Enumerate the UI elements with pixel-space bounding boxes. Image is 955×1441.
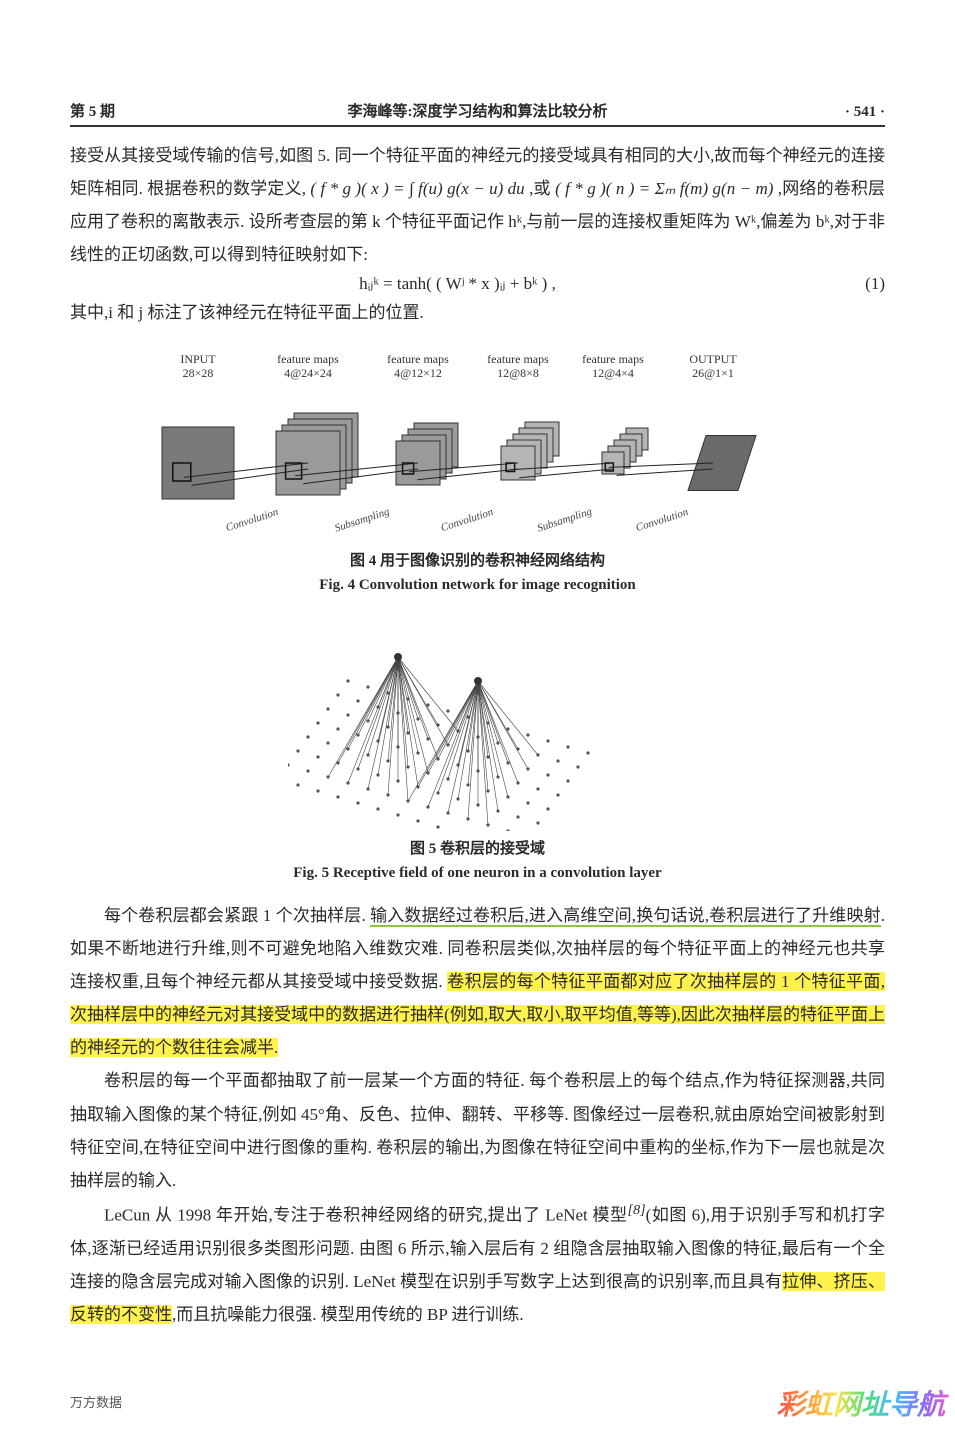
paragraph-conv-definition: 接受从其接受域传输的信号,如图 5. 同一个特征平面的神经元的接受域具有相同的大… xyxy=(70,139,885,272)
text: LeCun 从 1998 年开始,专注于卷积神经网络的研究,提出了 LeNet … xyxy=(104,1206,628,1225)
footer-source: 万方数据 xyxy=(70,1392,122,1411)
text: 每个卷积层都会紧跟 1 个次抽样层. xyxy=(104,906,370,925)
svg-text:OUTPUT: OUTPUT xyxy=(689,352,737,366)
figure-4-caption-cn: 图 4 用于图像识别的卷积神经网络结构 xyxy=(350,553,605,569)
svg-text:12@8×8: 12@8×8 xyxy=(497,366,539,380)
svg-text:Convolution: Convolution xyxy=(224,506,280,534)
equation-1-body: hᵢⱼᵏ = tanh( ( Wʲ * x )ᵢⱼ + bᵏ ) , xyxy=(70,274,845,294)
text: ,而且抗噪能力很强. 模型用传统的 BP 进行训练. xyxy=(172,1305,524,1324)
figure-5-caption-cn: 图 5 卷积层的接受域 xyxy=(410,841,545,857)
svg-text:4@24×24: 4@24×24 xyxy=(284,366,332,380)
text: ,或 xyxy=(529,179,551,198)
figure-5: 图 5 卷积层的接受域 Fig. 5 Receptive field of on… xyxy=(70,611,885,885)
svg-text:feature maps: feature maps xyxy=(387,352,449,366)
header-issue: 第 5 期 xyxy=(70,100,190,121)
figure-5-caption-en: Fig. 5 Receptive field of one neuron in … xyxy=(293,865,661,881)
paragraph-subsample: 每个卷积层都会紧跟 1 个次抽样层. 输入数据经过卷积后,进入高维空间,换句话说… xyxy=(70,899,885,1065)
svg-text:feature maps: feature maps xyxy=(277,352,339,366)
highlight-green-dimension-lift: 输入数据经过卷积后,进入高维空间,换句话说,卷积层进行了升维映射 xyxy=(370,906,881,927)
equation-1: hᵢⱼᵏ = tanh( ( Wʲ * x )ᵢⱼ + bᵏ ) , (1) xyxy=(70,274,885,294)
paragraph-feature-space: 卷积层的每一个平面都抽取了前一层某一个方面的特征. 每个卷积层上的每个结点,作为… xyxy=(70,1064,885,1197)
watermark: 彩虹网址导航 xyxy=(777,1383,955,1423)
figure-5-diagram xyxy=(288,611,668,831)
svg-text:Convolution: Convolution xyxy=(439,506,495,534)
figure-4-diagram: INPUT28×28feature maps4@24×24feature map… xyxy=(158,343,798,543)
svg-text:4@12×12: 4@12×12 xyxy=(394,366,442,380)
header-rule xyxy=(70,125,885,127)
svg-text:28×28: 28×28 xyxy=(182,366,213,380)
equation-1-number: (1) xyxy=(845,274,885,294)
svg-text:feature maps: feature maps xyxy=(582,352,644,366)
svg-text:feature maps: feature maps xyxy=(487,352,549,366)
svg-text:Subsampling: Subsampling xyxy=(535,505,593,534)
header-title: 李海峰等:深度学习结构和算法比较分析 xyxy=(190,100,765,121)
header-page: · 541 · xyxy=(765,104,885,121)
running-header: 第 5 期 李海峰等:深度学习结构和算法比较分析 · 541 · xyxy=(70,100,885,121)
svg-text:26@1×1: 26@1×1 xyxy=(692,366,734,380)
svg-text:Subsampling: Subsampling xyxy=(333,505,391,534)
paragraph-ij-note: 其中,i 和 j 标注了该神经元在特征平面上的位置. xyxy=(70,296,885,329)
inline-formula-cont: ( f * g )( x ) = ∫ f(u) g(x − u) du xyxy=(310,179,524,198)
svg-text:INPUT: INPUT xyxy=(180,352,216,366)
paragraph-lenet: LeCun 从 1998 年开始,专注于卷积神经网络的研究,提出了 LeNet … xyxy=(70,1197,885,1331)
svg-text:Convolution: Convolution xyxy=(634,506,690,534)
citation-8: [8] xyxy=(628,1202,646,1218)
figure-4: INPUT28×28feature maps4@24×24feature map… xyxy=(70,343,885,597)
figure-4-caption-en: Fig. 4 Convolution network for image rec… xyxy=(319,577,636,593)
inline-formula-disc: ( f * g )( n ) = Σₘ f(m) g(n − m) xyxy=(555,179,773,198)
svg-text:12@4×4: 12@4×4 xyxy=(592,366,634,380)
